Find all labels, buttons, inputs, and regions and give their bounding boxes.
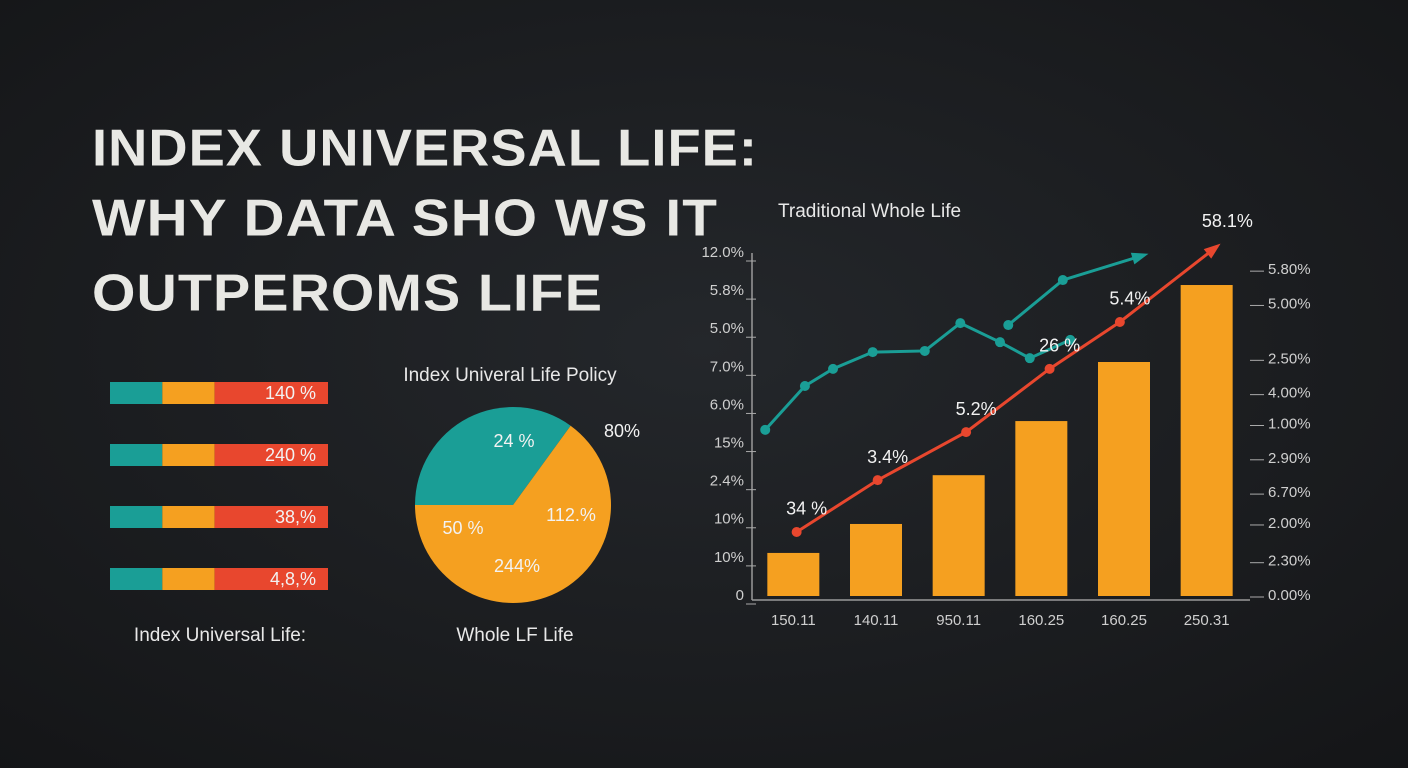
line [795,244,1219,534]
bar [1098,361,1150,596]
y-tick-label: 10% [714,511,744,528]
bar [850,523,902,596]
bar-segment [162,506,215,528]
line-point [791,526,802,537]
line-point [961,427,972,438]
x-tick-label: 150.11 [771,612,816,629]
line-point [1065,334,1076,345]
point-label: 26 % [1039,336,1080,356]
title-line: INDEX UNIVERSAL LIFE: [92,120,758,178]
bar [1180,285,1233,596]
line-point [760,424,771,435]
pie-annotation: 24 % [493,431,534,451]
y-tick-label: 10% [714,549,744,566]
arrowhead [1203,243,1221,259]
line-point [867,347,878,358]
line-point [828,363,839,374]
chart-title: Index Univeral Life Policy [403,365,617,386]
y-tick-label: 6.0% [710,396,744,413]
bar-segment [214,506,328,528]
pie-slice [415,425,611,603]
point-label: 5.4% [1109,289,1150,309]
point-label: 34 % [786,499,827,519]
y2-tick-label: 0.00% [1268,587,1311,604]
bar-segment [162,568,215,590]
y2-tick-label: 2.30% [1268,553,1311,570]
bar-label: 38,% [275,507,316,527]
arrowhead [1130,252,1149,265]
y-tick-label: 0 [736,587,744,604]
point-label: 3.4% [867,447,908,467]
line-point [995,337,1005,348]
y2-tick-label: 2.50% [1268,350,1311,367]
x-tick-label: 250.31 [1184,612,1230,629]
y-tick-label: 15% [714,435,744,452]
x-tick-label: 140.11 [854,612,899,629]
y2-tick-label: 5.00% [1268,295,1311,312]
point-label: 5.2% [956,399,997,419]
title-line: OUTPEROMS LIFE [92,265,603,323]
y-tick-label: 12.0% [701,244,744,261]
bar-label: 4,8,% [270,569,316,589]
line-point [919,345,930,356]
pie-annotation: 80% [604,421,640,441]
bar-segment [162,382,215,404]
chart-title: Traditional Whole Life [778,201,961,222]
line-point [1024,353,1035,364]
y2-tick-label: 2.90% [1268,450,1311,467]
bar-segment [110,568,163,590]
pie-annotation: 244% [494,556,540,576]
x-tick-label: 950.11 [936,612,981,629]
bar [932,475,985,596]
y-tick-label: 7.0% [710,358,744,375]
bar-label: 140 % [265,383,316,403]
bar-segment [110,444,163,466]
line-point [1044,363,1055,374]
y2-tick-label: 2.00% [1268,515,1311,532]
pie-annotation: 50 % [442,518,483,538]
pie-slice [415,406,571,505]
bar-label: 240 % [265,445,316,465]
y2-tick-label: 1.00% [1268,415,1311,432]
x-tick-label: 160.25 [1101,612,1147,629]
line-point [1114,316,1125,327]
bar [767,552,820,596]
y2-tick-label: 4.00% [1268,385,1311,402]
y-tick-label: 5.8% [710,282,744,299]
y-tick-label: 5.0% [710,320,744,337]
chart-caption: Whole LF Life [456,625,573,646]
pie-annotation: 112.% [546,505,596,525]
title-line: WHY DATA SHO WS IT [92,190,718,248]
x-tick-label: 160.25 [1018,612,1064,629]
y2-tick-label: 6.70% [1268,484,1311,501]
bar-segment [110,382,163,404]
bar-segment [162,444,215,466]
y-tick-label: 2.4% [710,473,744,490]
line-point [1057,275,1068,286]
y2-tick-label: 5.80% [1268,261,1311,278]
bar-segment [214,382,328,404]
chart-caption: Index Universal Life: [134,625,306,646]
line-point [955,318,966,329]
point-label: 58.1% [1202,211,1253,231]
line-point [872,475,883,486]
bar-segment [214,568,328,590]
bar-segment [110,506,163,528]
line-point [799,381,810,392]
bar [1015,421,1068,596]
bar-segment [214,444,328,466]
line-point [1003,320,1014,331]
